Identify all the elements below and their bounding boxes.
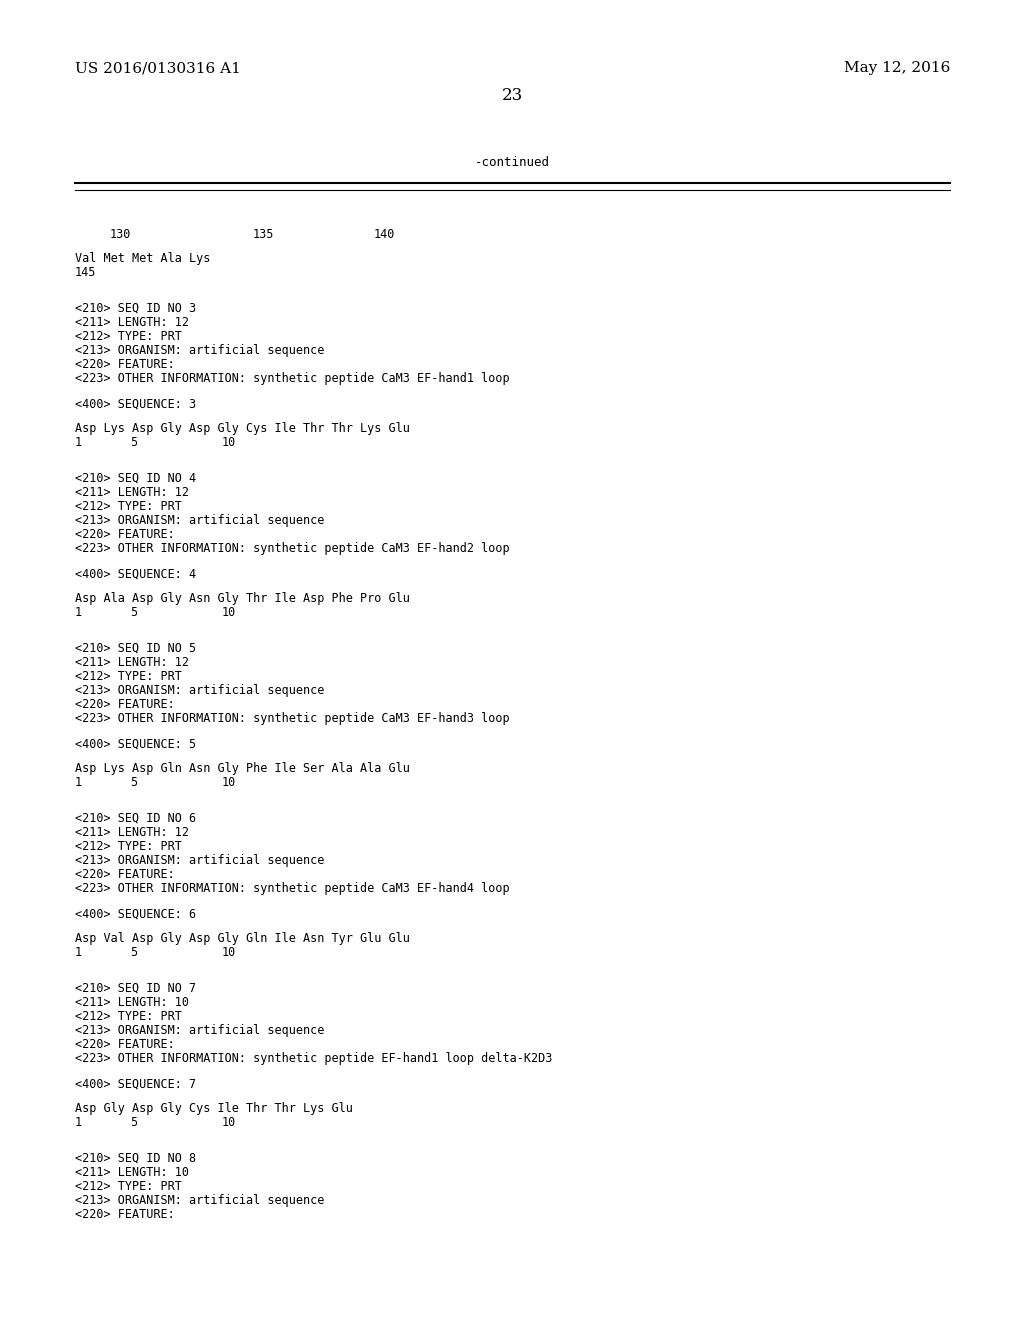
- Text: Asp Ala Asp Gly Asn Gly Thr Ile Asp Phe Pro Glu: Asp Ala Asp Gly Asn Gly Thr Ile Asp Phe …: [75, 591, 410, 605]
- Text: <212> TYPE: PRT: <212> TYPE: PRT: [75, 1010, 182, 1023]
- Text: <211> LENGTH: 10: <211> LENGTH: 10: [75, 997, 189, 1008]
- Text: Val Met Met Ala Lys: Val Met Met Ala Lys: [75, 252, 210, 265]
- Text: <223> OTHER INFORMATION: synthetic peptide CaM3 EF-hand2 loop: <223> OTHER INFORMATION: synthetic pepti…: [75, 543, 510, 554]
- Text: <210> SEQ ID NO 7: <210> SEQ ID NO 7: [75, 982, 197, 995]
- Text: 130: 130: [110, 228, 131, 242]
- Text: 1: 1: [75, 946, 82, 960]
- Text: <220> FEATURE:: <220> FEATURE:: [75, 869, 175, 880]
- Text: <223> OTHER INFORMATION: synthetic peptide EF-hand1 loop delta-K2D3: <223> OTHER INFORMATION: synthetic pepti…: [75, 1052, 552, 1065]
- Text: <212> TYPE: PRT: <212> TYPE: PRT: [75, 671, 182, 682]
- Text: <220> FEATURE:: <220> FEATURE:: [75, 1208, 175, 1221]
- Text: <211> LENGTH: 10: <211> LENGTH: 10: [75, 1166, 189, 1179]
- Text: 1: 1: [75, 606, 82, 619]
- Text: 1: 1: [75, 776, 82, 789]
- Text: <220> FEATURE:: <220> FEATURE:: [75, 698, 175, 711]
- Text: <223> OTHER INFORMATION: synthetic peptide CaM3 EF-hand4 loop: <223> OTHER INFORMATION: synthetic pepti…: [75, 882, 510, 895]
- Text: Asp Lys Asp Gln Asn Gly Phe Ile Ser Ala Ala Glu: Asp Lys Asp Gln Asn Gly Phe Ile Ser Ala …: [75, 762, 410, 775]
- Text: 5: 5: [130, 946, 137, 960]
- Text: 10: 10: [222, 1115, 237, 1129]
- Text: 5: 5: [130, 606, 137, 619]
- Text: <213> ORGANISM: artificial sequence: <213> ORGANISM: artificial sequence: [75, 684, 325, 697]
- Text: Asp Lys Asp Gly Asp Gly Cys Ile Thr Thr Lys Glu: Asp Lys Asp Gly Asp Gly Cys Ile Thr Thr …: [75, 422, 410, 436]
- Text: <400> SEQUENCE: 5: <400> SEQUENCE: 5: [75, 738, 197, 751]
- Text: <211> LENGTH: 12: <211> LENGTH: 12: [75, 656, 189, 669]
- Text: <212> TYPE: PRT: <212> TYPE: PRT: [75, 500, 182, 513]
- Text: <210> SEQ ID NO 5: <210> SEQ ID NO 5: [75, 642, 197, 655]
- Text: <400> SEQUENCE: 3: <400> SEQUENCE: 3: [75, 399, 197, 411]
- Text: 10: 10: [222, 436, 237, 449]
- Text: 5: 5: [130, 1115, 137, 1129]
- Text: 135: 135: [253, 228, 274, 242]
- Text: 10: 10: [222, 776, 237, 789]
- Text: <223> OTHER INFORMATION: synthetic peptide CaM3 EF-hand1 loop: <223> OTHER INFORMATION: synthetic pepti…: [75, 372, 510, 385]
- Text: <213> ORGANISM: artificial sequence: <213> ORGANISM: artificial sequence: [75, 1024, 325, 1038]
- Text: 5: 5: [130, 776, 137, 789]
- Text: May 12, 2016: May 12, 2016: [844, 61, 950, 75]
- Text: 140: 140: [374, 228, 395, 242]
- Text: <220> FEATURE:: <220> FEATURE:: [75, 1038, 175, 1051]
- Text: <400> SEQUENCE: 6: <400> SEQUENCE: 6: [75, 908, 197, 921]
- Text: <220> FEATURE:: <220> FEATURE:: [75, 528, 175, 541]
- Text: <212> TYPE: PRT: <212> TYPE: PRT: [75, 330, 182, 343]
- Text: Asp Gly Asp Gly Cys Ile Thr Thr Lys Glu: Asp Gly Asp Gly Cys Ile Thr Thr Lys Glu: [75, 1102, 353, 1115]
- Text: <400> SEQUENCE: 4: <400> SEQUENCE: 4: [75, 568, 197, 581]
- Text: US 2016/0130316 A1: US 2016/0130316 A1: [75, 61, 241, 75]
- Text: 145: 145: [75, 267, 96, 279]
- Text: <211> LENGTH: 12: <211> LENGTH: 12: [75, 486, 189, 499]
- Text: <212> TYPE: PRT: <212> TYPE: PRT: [75, 840, 182, 853]
- Text: <213> ORGANISM: artificial sequence: <213> ORGANISM: artificial sequence: [75, 1195, 325, 1206]
- Text: <213> ORGANISM: artificial sequence: <213> ORGANISM: artificial sequence: [75, 854, 325, 867]
- Text: Asp Val Asp Gly Asp Gly Gln Ile Asn Tyr Glu Glu: Asp Val Asp Gly Asp Gly Gln Ile Asn Tyr …: [75, 932, 410, 945]
- Text: 23: 23: [502, 87, 522, 103]
- Text: <213> ORGANISM: artificial sequence: <213> ORGANISM: artificial sequence: [75, 513, 325, 527]
- Text: 1: 1: [75, 436, 82, 449]
- Text: <211> LENGTH: 12: <211> LENGTH: 12: [75, 315, 189, 329]
- Text: <212> TYPE: PRT: <212> TYPE: PRT: [75, 1180, 182, 1193]
- Text: -continued: -continued: [474, 157, 550, 169]
- Text: 1: 1: [75, 1115, 82, 1129]
- Text: 5: 5: [130, 436, 137, 449]
- Text: <210> SEQ ID NO 4: <210> SEQ ID NO 4: [75, 473, 197, 484]
- Text: <210> SEQ ID NO 6: <210> SEQ ID NO 6: [75, 812, 197, 825]
- Text: <213> ORGANISM: artificial sequence: <213> ORGANISM: artificial sequence: [75, 345, 325, 356]
- Text: 10: 10: [222, 606, 237, 619]
- Text: <400> SEQUENCE: 7: <400> SEQUENCE: 7: [75, 1078, 197, 1092]
- Text: <210> SEQ ID NO 8: <210> SEQ ID NO 8: [75, 1152, 197, 1166]
- Text: <220> FEATURE:: <220> FEATURE:: [75, 358, 175, 371]
- Text: 10: 10: [222, 946, 237, 960]
- Text: <223> OTHER INFORMATION: synthetic peptide CaM3 EF-hand3 loop: <223> OTHER INFORMATION: synthetic pepti…: [75, 711, 510, 725]
- Text: <210> SEQ ID NO 3: <210> SEQ ID NO 3: [75, 302, 197, 315]
- Text: <211> LENGTH: 12: <211> LENGTH: 12: [75, 826, 189, 840]
